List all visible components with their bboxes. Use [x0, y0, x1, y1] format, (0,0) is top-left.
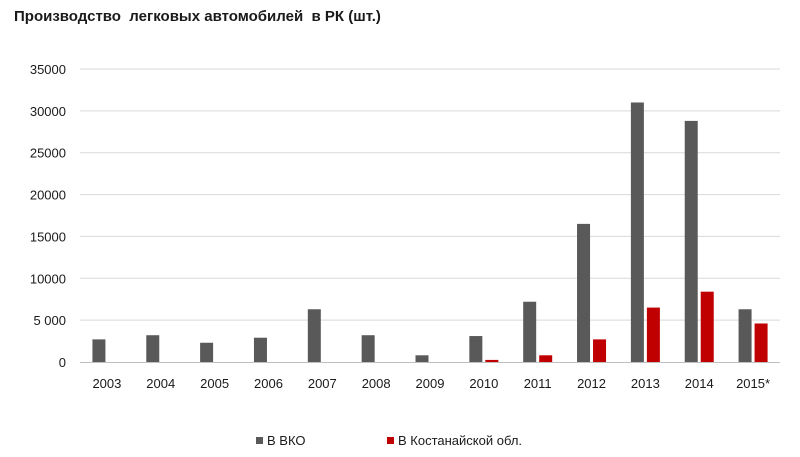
y-tick-label: 30000: [30, 104, 66, 119]
y-tick-label: 15000: [30, 229, 66, 244]
legend-label-kostanay: В Костанайской обл.: [398, 433, 522, 448]
bar-kostanay: [485, 359, 499, 362]
legend-swatch-vko: [256, 437, 263, 444]
bar-kostanay: [754, 323, 768, 362]
bar-kostanay: [700, 291, 714, 362]
bar-vko: [684, 120, 698, 362]
x-tick-label: 2006: [254, 376, 283, 391]
bar-kostanay: [593, 339, 607, 362]
y-tick-label: 10000: [30, 271, 66, 286]
y-tick-label: 20000: [30, 188, 66, 203]
x-tick-label: 2014: [685, 376, 714, 391]
bar-vko: [200, 342, 214, 362]
bar-kostanay: [646, 307, 660, 362]
x-tick-label: 2010: [469, 376, 498, 391]
bar-vko: [469, 336, 483, 362]
x-tick-label: 2004: [146, 376, 175, 391]
bars: [92, 102, 768, 362]
bar-vko: [146, 335, 160, 362]
bar-vko: [577, 223, 591, 362]
bar-vko: [253, 337, 267, 362]
bar-vko: [738, 309, 752, 362]
x-tick-label: 2013: [631, 376, 660, 391]
x-tick-label: 2008: [362, 376, 391, 391]
y-tick-label: 25000: [30, 146, 66, 161]
x-axis-ticks: 2003 2004 2005 2006 2007 2008 2009 2010 2011 2012…: [92, 376, 770, 391]
x-tick-label: 2005: [200, 376, 229, 391]
x-tick-label: 2009: [416, 376, 445, 391]
y-tick-label: 0: [59, 355, 66, 370]
bar-kostanay: [539, 355, 553, 362]
legend-swatch-kostanay: [387, 437, 394, 444]
bar-vko: [415, 355, 429, 362]
x-tick-label: 2007: [308, 376, 337, 391]
gridlines: [80, 68, 780, 321]
legend-label-vko: В ВКО: [267, 433, 306, 448]
bar-vko: [361, 335, 375, 362]
y-tick-label: 35000: [30, 62, 66, 77]
bar-vko: [523, 301, 537, 362]
legend: В ВКО В Костанайской обл.: [256, 433, 522, 448]
x-tick-label: 2003: [92, 376, 121, 391]
bar-vko: [630, 102, 644, 362]
x-tick-label: 2011: [524, 376, 552, 391]
y-tick-label: 5 000: [33, 313, 66, 328]
x-tick-label: 2015*: [736, 376, 770, 391]
chart-title: Производство легковых автомобилей в РК (…: [14, 8, 381, 25]
bar-vko: [307, 309, 321, 362]
bar-vko: [92, 339, 106, 362]
x-tick-label: 2012: [577, 376, 606, 391]
